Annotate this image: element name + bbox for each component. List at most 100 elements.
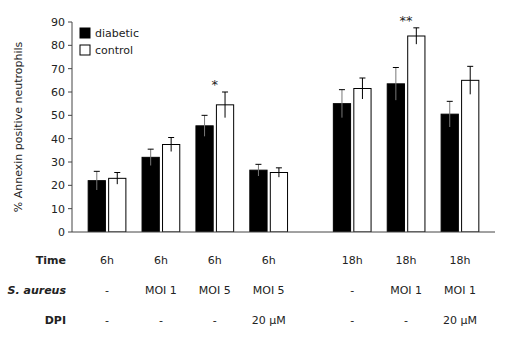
y-tick (68, 92, 72, 93)
chart: 0102030405060708090% Annexin positive ne… (0, 0, 505, 354)
error-bar (413, 28, 419, 44)
row-value: 6h (262, 254, 276, 267)
y-tick-label: 20 (51, 179, 65, 192)
error-line (225, 92, 226, 118)
row-label: Time (36, 254, 66, 267)
error-cap (168, 137, 174, 138)
error-cap (413, 27, 419, 28)
error-bars (94, 28, 473, 190)
row-value: - (159, 314, 163, 327)
y-axis-label: % Annexin positive neutrophils (12, 41, 25, 212)
y-tick (68, 232, 72, 233)
error-line (150, 149, 151, 165)
error-cap (114, 172, 120, 173)
legend-swatch (80, 28, 90, 38)
bar (354, 89, 371, 233)
error-bar (359, 78, 365, 99)
bar (142, 157, 159, 232)
row-value: - (105, 314, 109, 327)
bar (163, 145, 180, 233)
row-value: 6h (100, 254, 114, 267)
y-tick (68, 115, 72, 116)
error-line (278, 168, 279, 177)
error-bar (114, 173, 120, 185)
y-tick-label: 40 (51, 133, 65, 146)
row-value: MOI 5 (199, 284, 231, 297)
row-value: 20 μM (443, 314, 477, 327)
row-value: MOI 1 (145, 284, 177, 297)
y-axis: 0102030405060708090 (51, 16, 72, 239)
error-cap (94, 171, 100, 172)
error-bar (94, 171, 100, 190)
y-tick (68, 162, 72, 163)
row-value: 18h (396, 254, 417, 267)
error-bar (467, 66, 473, 94)
row-value: - (350, 314, 354, 327)
error-cap (359, 78, 365, 79)
error-cap (222, 92, 228, 93)
row-value: - (105, 284, 109, 297)
error-bar (255, 164, 261, 176)
error-line (470, 66, 471, 94)
bar (270, 173, 287, 233)
row-value: - (350, 284, 354, 297)
y-tick (68, 208, 72, 209)
bar (333, 104, 350, 232)
significance: * (212, 77, 219, 92)
legend: diabeticcontrol (80, 27, 139, 57)
row-value: 6h (208, 254, 222, 267)
error-bar (447, 101, 453, 127)
error-line (117, 173, 118, 185)
row-value: MOI 1 (444, 284, 476, 297)
error-bar (202, 115, 208, 136)
error-cap (255, 164, 261, 165)
error-line (341, 90, 342, 118)
error-line (395, 68, 396, 101)
y-tick (68, 45, 72, 46)
row-value: MOI 1 (390, 284, 422, 297)
y-tick (68, 138, 72, 139)
bar (250, 170, 267, 232)
error-cap (393, 67, 399, 68)
error-bar (222, 92, 228, 118)
legend-label: diabetic (95, 27, 139, 40)
error-bar (148, 149, 154, 165)
y-tick-label: 60 (51, 86, 65, 99)
bars (88, 36, 479, 232)
y-tick (68, 68, 72, 69)
y-tick-label: 90 (51, 16, 65, 29)
bar (462, 80, 479, 232)
row-value: - (404, 314, 408, 327)
error-line (416, 28, 417, 44)
error-bar (339, 90, 345, 118)
y-tick-label: 50 (51, 109, 65, 122)
bar (387, 84, 404, 232)
error-line (96, 171, 97, 190)
y-tick-label: 70 (51, 63, 65, 76)
error-line (258, 164, 259, 176)
row-label: S. aureus (8, 284, 67, 297)
row-value: - (213, 314, 217, 327)
error-line (204, 115, 205, 136)
row-value: 6h (154, 254, 168, 267)
error-cap (202, 115, 208, 116)
bar (216, 105, 233, 232)
error-cap (467, 66, 473, 67)
y-tick-label: 10 (51, 203, 65, 216)
error-line (362, 78, 363, 99)
y-axis-line (72, 22, 73, 232)
error-bar (168, 138, 174, 152)
error-bar (393, 68, 399, 101)
legend-swatch (80, 45, 90, 55)
y-tick (68, 22, 72, 23)
bar (408, 36, 425, 232)
row-value: 18h (342, 254, 363, 267)
y-tick-label: 30 (51, 156, 65, 169)
error-bar (276, 168, 282, 177)
bar (109, 178, 126, 232)
bar (196, 126, 213, 232)
row-value: 18h (449, 254, 470, 267)
significance: ** (400, 13, 414, 28)
error-cap (447, 101, 453, 102)
row-label: DPI (45, 314, 66, 327)
